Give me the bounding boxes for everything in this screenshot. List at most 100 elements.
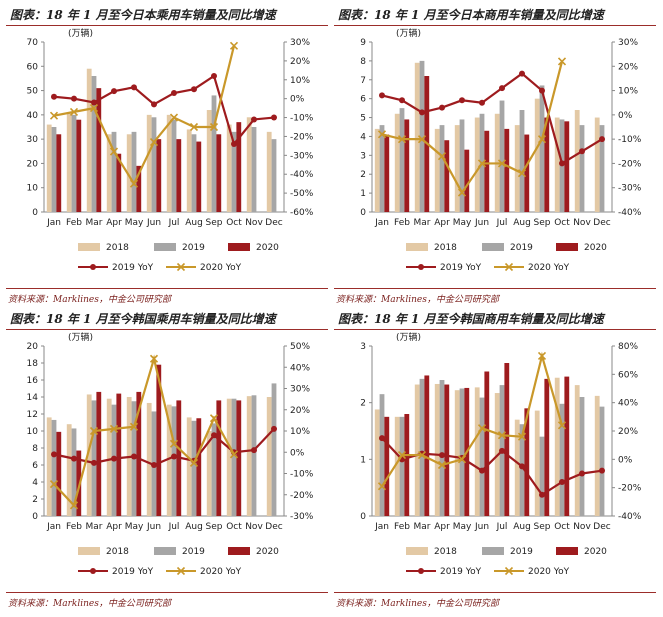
- y2-tick-label: -20%: [290, 491, 314, 501]
- bar-2018: [514, 419, 520, 516]
- bar-2019: [599, 125, 605, 212]
- marker-2019-yoy: [599, 136, 605, 143]
- line-2020-YoY: [53, 354, 235, 508]
- bar-2020: [156, 364, 162, 516]
- marker-2020-yoy: [89, 104, 99, 113]
- marker-2019-yoy: [419, 109, 425, 116]
- bar-2018: [454, 125, 460, 212]
- bar-2019: [171, 119, 177, 212]
- bar-2018: [554, 377, 560, 516]
- bar-2018: [394, 416, 400, 516]
- marker-2019-yoy: [251, 447, 257, 454]
- x-tick-label: Aug: [513, 522, 531, 532]
- y-tick-label: 3: [360, 342, 366, 352]
- legend-label: 2020: [584, 547, 607, 557]
- marker-2019-yoy: [271, 425, 277, 432]
- legend-marker-2019-yoy: [418, 264, 424, 270]
- bar-2019: [399, 416, 405, 516]
- legend-label: 2018: [434, 547, 457, 557]
- bar-2018: [374, 409, 380, 516]
- marker-2019-yoy: [539, 491, 545, 498]
- bar-2018: [594, 395, 600, 516]
- x-tick-label: Jun: [146, 522, 161, 532]
- marker-2019-yoy: [51, 93, 57, 100]
- x-tick-label: Aug: [185, 522, 203, 532]
- x-tick-label: Nov: [573, 218, 591, 228]
- marker-2019-yoy: [91, 459, 97, 466]
- bar-2018: [574, 385, 580, 516]
- marker-2020-yoy: [517, 169, 527, 178]
- bar-2019: [459, 388, 465, 516]
- y-tick-label: 12: [27, 410, 38, 420]
- marker-2020-yoy: [49, 480, 59, 489]
- bar-2020: [116, 153, 122, 212]
- bar-2020: [544, 117, 550, 212]
- y-tick-label: 10: [27, 427, 39, 437]
- bar-2020: [156, 139, 162, 212]
- x-tick-label: Apr: [434, 522, 450, 532]
- bar-2019: [91, 400, 97, 516]
- y-tick-label: 6: [360, 95, 366, 105]
- legend-swatch-2019: [482, 243, 504, 251]
- y2-tick-label: 30%: [618, 38, 638, 48]
- x-tick-label: Sep: [206, 218, 223, 228]
- x-tick-label: Sep: [534, 522, 551, 532]
- y-tick-label: 60: [27, 62, 39, 72]
- legend-label: 2019 YoY: [112, 567, 154, 577]
- y-tick-label: 4: [360, 132, 366, 142]
- marker-2020-yoy: [537, 351, 547, 360]
- bar-2019: [71, 114, 77, 212]
- y2-tick-label: -60%: [290, 208, 314, 218]
- marker-2020-yoy: [377, 130, 387, 139]
- marker-2020-yoy: [129, 179, 139, 188]
- bar-2019: [539, 436, 545, 516]
- x-tick-label: Feb: [394, 218, 410, 228]
- marker-2019-yoy: [579, 148, 585, 155]
- bar-2018: [414, 62, 420, 213]
- y2-tick-label: 80%: [618, 342, 638, 352]
- marker-2019-yoy: [111, 455, 117, 462]
- marker-2019-yoy: [599, 467, 605, 474]
- bar-2018: [266, 131, 272, 212]
- bar-2018: [394, 113, 400, 212]
- bar-2020: [384, 134, 390, 212]
- legend-swatch-2019: [154, 547, 176, 555]
- marker-2020-yoy: [377, 482, 387, 491]
- bar-2020: [136, 165, 142, 212]
- marker-2019-yoy: [439, 104, 445, 111]
- legend-marker-2020-yoy: [176, 262, 186, 272]
- marker-2020-yoy: [69, 107, 79, 116]
- marker-2020-yoy: [417, 451, 427, 460]
- marker-2020-yoy: [189, 458, 199, 467]
- y2-tick-label: 40%: [290, 363, 310, 373]
- bar-2018: [374, 128, 380, 212]
- y-tick-label: 0: [32, 512, 38, 522]
- legend-swatch-2020: [228, 547, 250, 555]
- source-rule: [334, 592, 656, 593]
- marker-2019-yoy: [499, 85, 505, 92]
- x-tick-label: Oct: [554, 218, 570, 228]
- y2-tick-label: -30%: [290, 512, 314, 522]
- marker-2019-yoy: [71, 455, 77, 462]
- bar-2020: [544, 378, 550, 516]
- x-tick-label: Jan: [374, 218, 389, 228]
- bar-2020: [56, 431, 62, 516]
- bar-2018: [46, 124, 52, 212]
- y-tick-label: 50: [27, 87, 39, 97]
- marker-2019-yoy: [579, 470, 585, 477]
- marker-2020-yoy: [129, 422, 139, 431]
- bar-2020: [484, 130, 490, 212]
- chart-title: 图表：18 年 1 月至今日本商用车销量及同比增速: [338, 8, 604, 22]
- marker-2020-yoy: [209, 414, 219, 423]
- line-2019-YoY: [53, 74, 275, 147]
- bar-2018: [574, 110, 580, 212]
- title-rule: [6, 25, 328, 26]
- x-tick-label: Mar: [414, 522, 431, 532]
- chart-panel-japan-commercial: 图表：18 年 1 月至今日本商用车销量及同比增速 (万辆) 0 1 2 3 4 5 6 7 8 9…: [334, 4, 656, 305]
- x-tick-label: Sep: [206, 522, 223, 532]
- bar-2020: [384, 416, 390, 516]
- legend-label: 2019: [182, 547, 205, 557]
- marker-2019-yoy: [171, 453, 177, 460]
- bar-2019: [419, 60, 425, 213]
- x-tick-label: Dec: [265, 218, 282, 228]
